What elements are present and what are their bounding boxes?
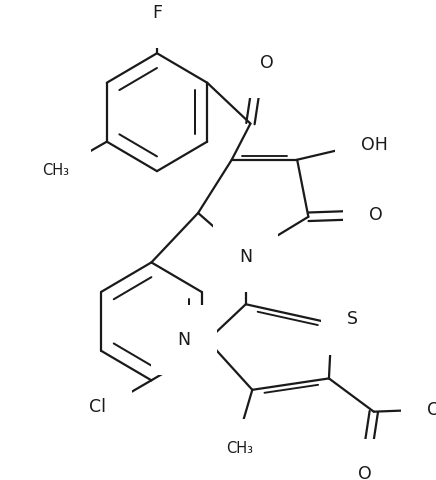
Text: N: N <box>177 331 191 349</box>
Text: O: O <box>260 54 274 72</box>
Text: O: O <box>358 466 371 480</box>
Text: OH: OH <box>361 135 388 154</box>
Text: CH₃: CH₃ <box>42 163 69 178</box>
Text: CH₃: CH₃ <box>226 441 253 456</box>
Text: S: S <box>347 311 358 328</box>
Text: F: F <box>152 4 162 22</box>
Text: O: O <box>369 206 382 224</box>
Text: O: O <box>427 401 436 419</box>
Text: N: N <box>239 248 252 266</box>
Text: Cl: Cl <box>89 398 106 416</box>
